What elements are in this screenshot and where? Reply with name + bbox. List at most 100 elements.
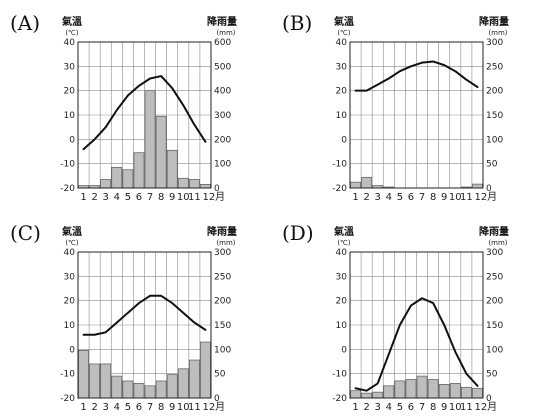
precipitation-bar [111,375,123,399]
plot-frame [77,251,212,399]
month-tick-label: 6 [136,402,142,413]
precipitation-bar [449,383,461,399]
month-tick-label: 3 [103,192,109,203]
climograph-svg: (B) 氣溫(℃)降雨量(mm)403020100-10-203002502001… [282,11,509,203]
climograph-svg: (D) 氣溫(℃)降雨量(mm)403020100-10-203002502001… [282,221,509,413]
temperature-tick-label: -20 [332,394,347,404]
precipitation-axis-unit: (mm) [488,239,507,247]
climograph-svg: (C) 氣溫(℃)降雨量(mm)403020100-10-203002502001… [10,221,237,413]
temperature-tick-label: 20 [64,297,76,307]
precipitation-bar [472,387,483,399]
month-tick-label: 1 [80,192,86,203]
month-tick-label: 9 [441,192,447,203]
month-tick-label: 12月 [474,191,497,203]
month-tick-label: 9 [169,402,175,413]
precipitation-bar [394,380,406,399]
temperature-tick-label: 10 [64,321,76,331]
climograph-d: (D) 氣溫 (℃) 降雨量 (mm) 40 30 20 10 0 -10 -20 300 250 200 1… [272,210,543,420]
month-tick-label: 5 [125,402,131,413]
precipitation-bar [100,179,112,189]
precipitation-tick-label: 400 [214,87,231,97]
month-tick-label: 7 [147,402,153,413]
month-tick-label: 12月 [202,191,225,203]
precipitation-tick-label: 100 [214,160,231,170]
month-tick-label: 12月 [202,401,225,413]
precipitation-tick-label: 0 [214,184,220,194]
temperature-tick-label: 20 [336,297,348,307]
precipitation-tick-label: 150 [486,111,503,121]
month-tick-label: 2 [363,192,369,203]
month-tick-label: 4 [386,192,392,203]
precipitation-tick-label: 600 [214,38,231,48]
month-tick-label: 8 [430,192,436,203]
month-tick-label: 3 [375,192,381,203]
precipitation-axis-title: 降雨量 [207,225,237,238]
temperature-line [354,60,479,92]
plot-frame [349,41,484,189]
precipitation-tick-label: 300 [486,248,503,258]
temperature-tick-label: -10 [60,370,75,380]
precipitation-bar [111,166,123,189]
temperature-tick-label: 30 [336,272,348,282]
precipitation-bar [133,152,145,189]
climograph-b: (B) 氣溫 (℃) 降雨量 (mm) 40 30 20 10 0 -10 -20 300 250 200 1… [272,0,543,210]
precipitation-bar [100,363,112,399]
precipitation-tick-label: 0 [486,184,492,194]
precipitation-tick-label: 200 [486,297,503,307]
precipitation-tick-label: 150 [486,321,503,331]
precipitation-tick-label: 300 [214,248,231,258]
climograph-c: (C) 氣溫 (℃) 降雨量 (mm) 40 30 20 10 0 -10 -20 300 250 200 1… [0,210,271,420]
precipitation-tick-label: 100 [486,345,503,355]
precipitation-tick-label: 200 [486,87,503,97]
precipitation-bar [166,149,178,189]
temperature-tick-label: 30 [64,272,76,282]
temperature-tick-label: -10 [60,160,75,170]
month-tick-label: 4 [386,402,392,413]
month-tick-label: 3 [103,402,109,413]
month-tick-label: 1 [352,192,358,203]
precipitation-bar [200,341,211,399]
precipitation-tick-label: 50 [486,370,498,380]
month-tick-label: 5 [397,402,403,413]
precipitation-tick-label: 500 [214,62,231,72]
precipitation-tick-label: 300 [214,111,231,121]
panel-label: (A) [10,11,40,35]
temperature-tick-label: 10 [336,321,348,331]
temperature-tick-label: 40 [64,248,76,258]
temperature-axis-unit: (℃) [65,239,79,247]
month-tick-label: 11 [188,402,201,413]
precipitation-axis-title: 降雨量 [479,15,509,28]
temperature-line [82,294,207,336]
temperature-tick-label: 40 [336,248,348,258]
precipitation-tick-label: 150 [214,321,231,331]
temperature-tick-label: -20 [332,184,347,194]
month-tick-label: 6 [136,192,142,203]
precipitation-tick-label: 100 [486,135,503,145]
climograph-svg: (A) 氣溫(℃)降雨量(mm)403020100-10-206005004003… [10,11,237,203]
temperature-tick-label: 20 [64,87,76,97]
precipitation-bar [460,386,472,399]
temperature-tick-label: 10 [64,111,76,121]
precipitation-bar [200,184,211,189]
month-tick-label: 1 [80,402,86,413]
month-tick-label: 2 [363,402,369,413]
precipitation-bar [133,383,145,399]
temperature-line [354,297,479,392]
month-tick-label: 8 [158,192,164,203]
temperature-tick-label: -10 [332,160,347,170]
month-tick-label: 2 [91,192,97,203]
precipitation-bar [188,359,200,399]
precipitation-tick-label: 100 [214,345,231,355]
precipitation-tick-label: 200 [214,135,231,145]
precipitation-bar [122,169,134,189]
precipitation-bar [427,379,439,399]
temperature-tick-label: 0 [69,345,75,355]
month-tick-label: 6 [408,192,414,203]
month-tick-label: 10 [449,402,462,413]
month-tick-label: 9 [441,402,447,413]
month-tick-label: 7 [147,192,153,203]
precipitation-axis-unit: (mm) [216,29,235,37]
precipitation-axis-unit: (mm) [488,29,507,37]
month-tick-label: 9 [169,192,175,203]
precipitation-bar [78,349,89,399]
